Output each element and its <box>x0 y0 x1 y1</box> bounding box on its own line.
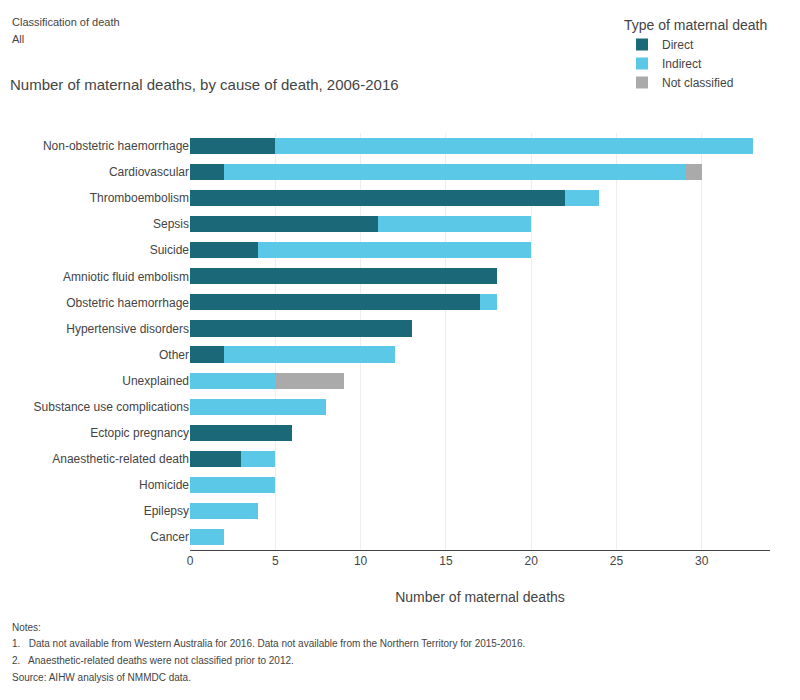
svg-text:Amniotic fluid embolism: Amniotic fluid embolism <box>63 270 189 284</box>
svg-text:Substance use complications: Substance use complications <box>34 400 189 414</box>
svg-text:Number of maternal deaths: Number of maternal deaths <box>395 589 565 605</box>
svg-text:Not classified: Not classified <box>662 76 733 90</box>
svg-text:15: 15 <box>439 554 453 568</box>
svg-text:Suicide: Suicide <box>150 243 190 257</box>
svg-text:25: 25 <box>610 554 624 568</box>
svg-text:Epilepsy: Epilepsy <box>144 504 189 518</box>
svg-text:2. Anaesthetic-related death: 2. Anaesthetic-related deaths were not c… <box>12 655 294 666</box>
svg-text:10: 10 <box>354 554 368 568</box>
svg-text:Source: AIHW analysis of NMMDC: Source: AIHW analysis of NMMDC data. <box>12 672 191 683</box>
svg-text:Notes:: Notes: <box>12 622 41 633</box>
svg-text:Hypertensive disorders: Hypertensive disorders <box>66 322 189 336</box>
svg-text:Classification of death: Classification of death <box>12 16 120 28</box>
svg-text:Anaesthetic-related death: Anaesthetic-related death <box>52 452 189 466</box>
svg-text:Type of maternal death: Type of maternal death <box>624 17 767 33</box>
svg-text:All: All <box>12 33 24 45</box>
svg-text:Unexplained: Unexplained <box>122 374 189 388</box>
svg-text:Cancer: Cancer <box>150 530 189 544</box>
svg-text:Thromboembolism: Thromboembolism <box>90 191 189 205</box>
svg-text:Cardiovascular: Cardiovascular <box>109 165 189 179</box>
svg-text:20: 20 <box>525 554 539 568</box>
svg-text:Indirect: Indirect <box>662 57 702 71</box>
svg-text:Obstetric haemorrhage: Obstetric haemorrhage <box>66 296 189 310</box>
svg-text:Homicide: Homicide <box>139 478 189 492</box>
svg-text:Other: Other <box>159 348 189 362</box>
svg-text:1. Data not available from W: 1. Data not available from Western Austr… <box>12 638 525 649</box>
svg-text:Direct: Direct <box>662 38 694 52</box>
svg-text:Sepsis: Sepsis <box>153 217 189 231</box>
svg-text:Number of maternal deaths, by: Number of maternal deaths, by cause of d… <box>10 76 399 93</box>
svg-text:0: 0 <box>187 554 194 568</box>
svg-text:30: 30 <box>695 554 709 568</box>
svg-text:Non-obstetric haemorrhage: Non-obstetric haemorrhage <box>43 139 189 153</box>
svg-text:Ectopic pregnancy: Ectopic pregnancy <box>90 426 189 440</box>
svg-text:5: 5 <box>272 554 279 568</box>
